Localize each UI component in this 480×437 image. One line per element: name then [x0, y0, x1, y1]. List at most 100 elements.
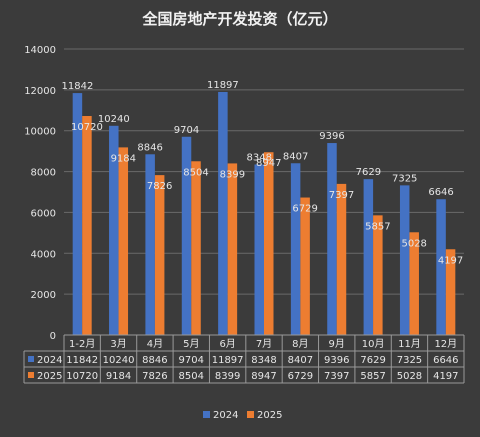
category-label: 3月: [110, 338, 126, 350]
data-label: 9396: [319, 131, 344, 142]
data-label: 8348: [247, 152, 272, 163]
legend-label: 2024: [213, 410, 238, 421]
data-label: 8504: [183, 167, 208, 178]
data-label: 10720: [71, 122, 103, 133]
y-tick-label: 12000: [24, 86, 56, 97]
table-cell: 9396: [324, 355, 349, 366]
y-tick-label: 6000: [31, 208, 56, 219]
data-table: 1-2月 3月 4月 5月 6月 7月 8月 9月 10月 11月 12月 2024 11842 1024…: [23, 334, 465, 384]
bar: [109, 125, 119, 335]
bar: [181, 136, 192, 335]
data-label: 6646: [428, 187, 453, 198]
bar: [154, 175, 165, 335]
legend-swatch: [247, 411, 254, 418]
category-label: 8月: [292, 338, 308, 350]
data-label: 7397: [329, 190, 354, 201]
legend-swatch: [203, 411, 210, 418]
legend: 2024 2025: [203, 410, 282, 421]
table-cell: 7325: [397, 355, 422, 366]
table-cell: 5857: [360, 371, 385, 382]
bar: [409, 232, 419, 335]
bar: [436, 199, 446, 335]
data-label: 10240: [98, 114, 130, 125]
bar: [145, 154, 155, 335]
category-label: 11月: [398, 338, 421, 350]
bar: [227, 163, 238, 335]
bar: [445, 249, 456, 335]
bar: [363, 179, 374, 335]
category-label: 6月: [219, 338, 235, 350]
table-cell: 11842: [66, 355, 98, 366]
data-label: 9704: [174, 125, 199, 136]
bar: [218, 91, 228, 335]
bar: [327, 143, 337, 335]
data-label: 9184: [111, 153, 136, 164]
table-cell: 8407: [288, 355, 313, 366]
y-tick-label: 4000: [31, 249, 56, 260]
y-tick-label: 8000: [31, 168, 56, 179]
y-tick-label: 0: [50, 331, 56, 342]
bar: [254, 164, 264, 335]
data-label: 7629: [356, 167, 381, 178]
table-cell: 10720: [66, 371, 98, 382]
table-series-key: [28, 372, 34, 378]
bar: [264, 152, 274, 335]
data-label: 11897: [207, 80, 239, 91]
chart-title: 全国房地产开发投资（亿元）: [141, 10, 337, 28]
table-cell: 6646: [433, 355, 458, 366]
bar: [399, 185, 410, 335]
table-cell: 4197: [433, 371, 458, 382]
bar: [72, 93, 83, 335]
category-label: 9月: [329, 338, 345, 350]
table-cell: 8399: [215, 371, 240, 382]
y-tick-label: 2000: [31, 290, 56, 301]
bars: [72, 91, 456, 336]
table-cell: 7629: [360, 355, 385, 366]
data-label: 5028: [401, 238, 426, 249]
bar: [373, 215, 383, 335]
y-tick-label: 10000: [24, 127, 56, 138]
table-cell: 10240: [103, 355, 135, 366]
table-series-name: 2025: [37, 371, 62, 382]
table-cell: 9704: [179, 355, 204, 366]
data-label: 11842: [62, 81, 94, 92]
bar: [82, 116, 92, 336]
data-label: 5857: [365, 221, 390, 232]
bar: [118, 147, 129, 335]
category-label: 7月: [256, 338, 272, 350]
bar: [191, 161, 201, 335]
category-label: 12月: [434, 338, 457, 350]
table-cell: 7397: [324, 371, 349, 382]
table-cell: 8947: [251, 371, 276, 382]
data-label: 6729: [292, 204, 317, 215]
data-label: 8399: [220, 169, 245, 180]
bar: [336, 183, 347, 335]
table-cell: 9184: [106, 371, 131, 382]
table-series-key: [28, 356, 34, 362]
data-label: 4197: [438, 255, 463, 266]
table-cell: 7826: [142, 371, 167, 382]
table-cell: 5028: [397, 371, 422, 382]
data-label: 7826: [147, 181, 172, 192]
y-axis: 0 2000 4000 6000 8000 10000 12000 14000: [24, 45, 56, 342]
table-cell: 11897: [212, 355, 244, 366]
y-tick-label: 14000: [24, 45, 56, 56]
category-label: 5月: [183, 338, 199, 350]
bar: [290, 163, 301, 335]
category-label: 1-2月: [69, 338, 95, 350]
data-label: 8407: [283, 151, 308, 162]
data-label: 7325: [392, 173, 417, 184]
table-cell: 8846: [142, 355, 167, 366]
legend-label: 2025: [257, 410, 282, 421]
table-cell: 6729: [288, 371, 313, 382]
category-label: 10月: [362, 338, 385, 350]
data-label: 8947: [256, 158, 281, 169]
table-cell: 8348: [251, 355, 276, 366]
category-label: 4月: [147, 338, 163, 350]
data-label: 8846: [137, 142, 162, 153]
table-series-name: 2024: [37, 355, 62, 366]
bar: [300, 197, 310, 335]
